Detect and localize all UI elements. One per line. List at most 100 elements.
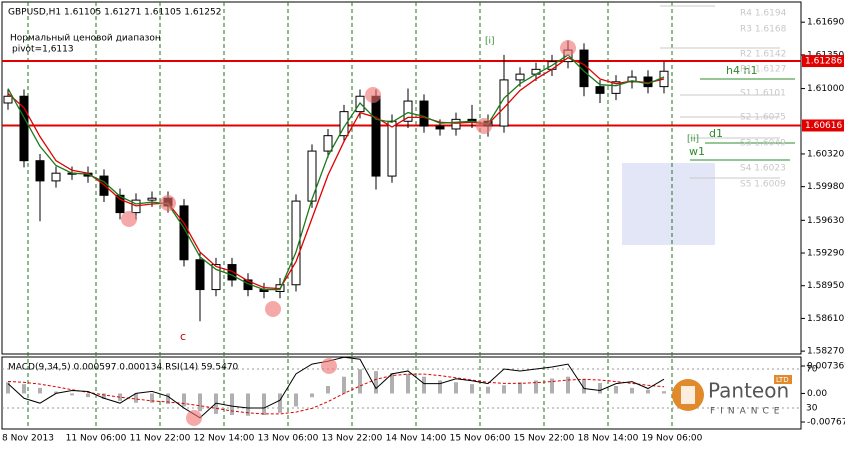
macd-bar bbox=[134, 393, 138, 403]
macd-bar bbox=[454, 382, 458, 394]
y-tick-label: -0.007675 bbox=[807, 418, 845, 428]
macd-bar bbox=[294, 393, 298, 407]
pivot-text: S1 1.6101 bbox=[740, 89, 786, 99]
candle-body bbox=[291, 200, 301, 286]
y-tick-label: 1.59290 bbox=[807, 249, 844, 259]
y-tick-label: 1.60320 bbox=[807, 149, 844, 159]
y-tick-label: 0.00 bbox=[807, 389, 827, 399]
y2-tick-label: 30 bbox=[806, 404, 818, 414]
macd-bar bbox=[566, 376, 570, 394]
macd-bar bbox=[438, 380, 442, 394]
level-label: 1.60616 bbox=[805, 121, 842, 131]
y-tick-label: 1.58610 bbox=[807, 314, 844, 324]
candle-body bbox=[99, 175, 109, 196]
target-zone bbox=[622, 163, 715, 245]
macd-bar bbox=[166, 393, 170, 404]
macd-bar bbox=[6, 382, 10, 394]
macd-bar bbox=[262, 393, 266, 416]
tf-label: d1 bbox=[709, 127, 723, 140]
macd-bar bbox=[502, 385, 506, 394]
macd-bar bbox=[358, 369, 362, 394]
macd-bar bbox=[662, 391, 666, 394]
pivot-text: R2 1.6142 bbox=[740, 50, 786, 60]
pivot-text: R3 1.6168 bbox=[740, 25, 787, 35]
tf-lines bbox=[690, 78, 795, 161]
moving-average bbox=[7, 57, 665, 290]
macd-bar bbox=[390, 372, 394, 394]
logo-sub: FINANCE bbox=[710, 407, 784, 417]
candle-body bbox=[51, 172, 61, 182]
highlight bbox=[160, 195, 176, 211]
macd-bar bbox=[102, 393, 106, 400]
macd-bar bbox=[38, 387, 42, 394]
candle-body bbox=[19, 95, 29, 162]
candle-body bbox=[179, 205, 189, 261]
level-label: 1.61286 bbox=[805, 57, 842, 67]
candle-body bbox=[323, 135, 333, 152]
rsi-line bbox=[7, 356, 665, 419]
highlight bbox=[476, 118, 492, 134]
macd-bar bbox=[422, 376, 426, 394]
highlights bbox=[121, 40, 576, 426]
pivot-lines bbox=[660, 5, 780, 179]
moving-average bbox=[7, 54, 665, 291]
x-tick-label: 19 Nov 06:00 bbox=[642, 434, 703, 444]
candle-body bbox=[371, 95, 381, 177]
candle-body bbox=[211, 264, 221, 291]
macd-bar bbox=[86, 393, 90, 398]
candle-body bbox=[307, 150, 317, 202]
macd-bar bbox=[646, 389, 650, 394]
pivot-text: S5 1.6009 bbox=[740, 180, 786, 190]
macd-bar bbox=[486, 386, 490, 394]
x-tick-label: 18 Nov 14:00 bbox=[578, 434, 639, 444]
logo-tag-bg bbox=[774, 375, 792, 384]
candle-body bbox=[451, 118, 461, 130]
candle-body bbox=[515, 73, 525, 81]
indicator-panel: 0.007369 0.00 -0.007675 70 30 bbox=[2, 356, 845, 428]
macd-bar bbox=[470, 384, 474, 394]
range-name: Нормальный ценовой диапазон bbox=[10, 34, 161, 44]
y-tick-label: 1.61000 bbox=[807, 84, 844, 94]
macd-bar bbox=[342, 376, 346, 394]
x-tick-label: 14 Nov 14:00 bbox=[386, 434, 447, 444]
candle-body bbox=[387, 120, 397, 177]
candle-body bbox=[227, 264, 237, 281]
macd-bar bbox=[406, 374, 410, 394]
logo-tag: LTD bbox=[776, 376, 789, 384]
level-label-bg bbox=[802, 55, 844, 68]
x-tick-label: 11 Nov 06:00 bbox=[66, 434, 127, 444]
candle-body bbox=[611, 81, 621, 94]
highlight bbox=[321, 358, 337, 374]
x-tick-label: 15 Nov 22:00 bbox=[514, 434, 575, 444]
macd-bar bbox=[582, 379, 586, 394]
x-tick-label: 12 Nov 14:00 bbox=[194, 434, 255, 444]
highlight bbox=[121, 211, 137, 227]
pivot-label: pivot=1,6113 bbox=[12, 45, 74, 55]
candle-body bbox=[3, 95, 13, 104]
wave-label: [ii] bbox=[687, 135, 699, 145]
pivot-text: R4 1.6194 bbox=[740, 9, 787, 19]
macd-bar bbox=[374, 371, 378, 394]
macd-bar bbox=[230, 393, 234, 416]
candle-body bbox=[339, 111, 349, 137]
macd-bar bbox=[518, 382, 522, 394]
macd-bar bbox=[182, 393, 186, 407]
x-tick-label: 8 Nov 2013 bbox=[2, 434, 54, 444]
macd-bar bbox=[22, 384, 26, 394]
macd-bar bbox=[118, 393, 122, 401]
main-frame bbox=[1, 1, 802, 355]
chart-title: GBPUSD,H1 1.61105 1.61271 1.61105 1.6125… bbox=[8, 8, 221, 18]
pivot-text: S2 1.6075 bbox=[740, 113, 786, 123]
candle-body bbox=[35, 160, 45, 182]
macd-bar bbox=[246, 393, 250, 416]
y-tick-label: 1.59980 bbox=[807, 182, 844, 192]
candle-body bbox=[403, 100, 413, 122]
macd-bar bbox=[310, 393, 314, 398]
wave-label: c bbox=[180, 330, 186, 343]
highlight bbox=[365, 87, 381, 103]
tf-label: w1 bbox=[689, 145, 705, 158]
wave-label: [i] bbox=[485, 37, 495, 47]
indicator-title: MACD(9,34,5) 0.000597 0.000134 RSI(14) 5… bbox=[8, 363, 239, 373]
